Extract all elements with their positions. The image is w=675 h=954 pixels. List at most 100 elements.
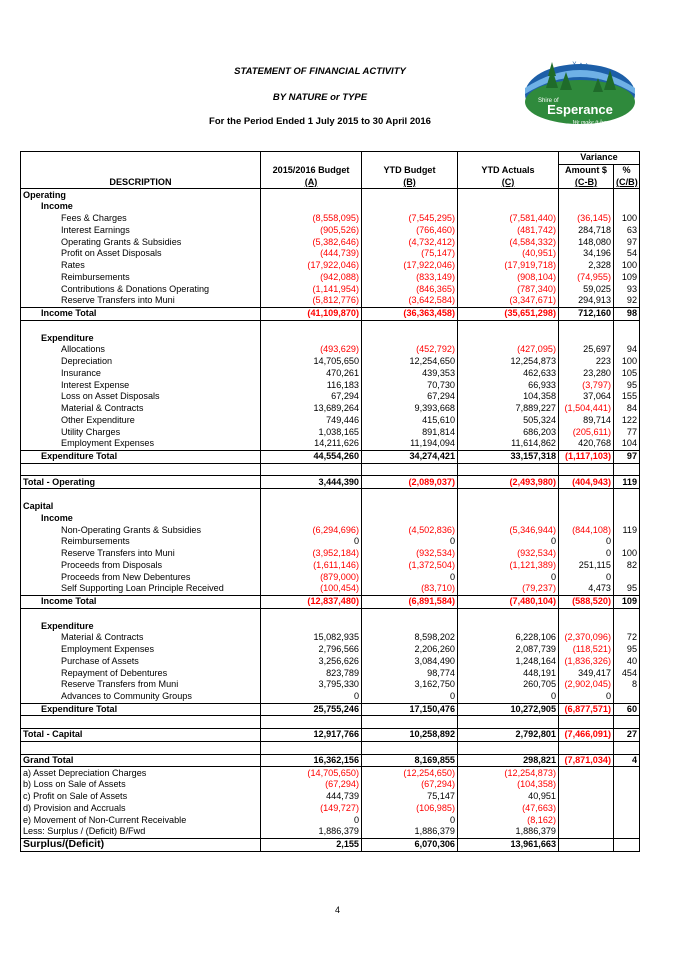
row-label: Expenditure Total: [20, 702, 261, 717]
variance-amount-cell: (1,117,103): [558, 449, 614, 464]
row-label: Interest Expense: [61, 379, 130, 390]
ytd-actuals-cell: (908,104): [457, 271, 559, 284]
budget-cell: (6,294,696): [260, 524, 362, 536]
ytd-budget-cell: 3,162,750: [361, 679, 458, 691]
ytd-actuals-cell: 40,951: [457, 790, 559, 803]
row-label: Repayment of Debentures: [61, 667, 168, 678]
variance-pct-cell: 95: [612, 379, 640, 391]
row-label: Rates: [61, 260, 85, 271]
ytd-actuals-cell: [457, 332, 559, 344]
ytd-budget-cell: [361, 620, 458, 632]
budget-cell: 14,705,650: [260, 355, 362, 368]
ytd-actuals-cell: (8,162): [457, 814, 559, 826]
statement-title: STATEMENT OF FINANCIAL ACTIVITY: [234, 66, 406, 77]
row-label: Total - Capital: [20, 728, 261, 742]
ytd-actuals-cell: 6,228,106: [457, 632, 559, 644]
variance-amount-cell: [558, 620, 614, 632]
ytd-actuals-cell: (79,237): [457, 583, 559, 596]
ytd-budget-cell: (75,147): [361, 248, 458, 260]
budget-cell: (5,382,646): [260, 236, 362, 248]
variance-amount-cell: [558, 766, 614, 779]
variance-pct-cell: [612, 500, 640, 513]
table-row: Surplus/(Deficit) 2,155 6,070,306 13,961,66…: [20, 837, 640, 851]
variance-amount-cell: 284,718: [558, 224, 614, 237]
budget-cell: 116,183: [260, 379, 362, 391]
col-budget-sub: (A): [260, 176, 362, 190]
budget-cell: (100,454): [260, 583, 362, 596]
statement-period: For the Period Ended 1 July 2015 to 30 A…: [209, 116, 431, 127]
ytd-actuals-cell: (2,493,980): [457, 475, 559, 489]
variance-pct-cell: [612, 608, 640, 621]
ytd-budget-cell: 891,814: [361, 426, 458, 438]
budget-cell: (444,739): [260, 248, 362, 260]
budget-cell: [260, 188, 362, 201]
col-budget: 2015/2016 Budget: [260, 164, 362, 177]
ytd-actuals-cell: (35,651,298): [457, 306, 559, 321]
variance-pct-cell: [612, 766, 640, 779]
ytd-budget-cell: (6,891,584): [361, 594, 458, 609]
ytd-actuals-cell: 66,933: [457, 379, 559, 391]
ytd-budget-cell: [361, 188, 458, 201]
variance-pct-cell: [612, 814, 640, 826]
col-ytd-actuals-sub: (C): [457, 176, 559, 190]
row-label: Utility Charges: [61, 426, 121, 437]
variance-amount-cell: 23,280: [558, 367, 614, 380]
table-body: Operating Income Fees & Charges (8,558,095)…: [20, 188, 640, 851]
ytd-actuals-cell: (5,346,944): [457, 524, 559, 536]
ytd-actuals-cell: [457, 320, 559, 333]
table-row: Material & Contracts 15,082,935 8,598,202 6…: [21, 632, 640, 644]
ytd-budget-cell: [361, 512, 458, 525]
budget-cell: [260, 488, 362, 501]
row-label: Material & Contracts: [61, 403, 144, 414]
variance-amount-cell: [558, 201, 614, 213]
logo-tagline: We make it happen!: [572, 120, 619, 126]
ytd-actuals-cell: 13,961,663: [457, 837, 559, 851]
ytd-budget-cell: 17,150,476: [361, 702, 458, 717]
table-row: [21, 715, 640, 729]
table-row: Repayment of Debentures 823,789 98,774 448,…: [21, 667, 640, 679]
ytd-budget-cell: [361, 500, 458, 513]
ytd-budget-cell: [361, 320, 458, 333]
logo-top-text: Shire of: [538, 98, 559, 104]
variance-amount-cell: [558, 837, 614, 851]
ytd-budget-cell: 0: [361, 536, 458, 548]
variance-pct-cell: 84: [612, 402, 640, 415]
row-label: Proceeds from Disposals: [61, 559, 163, 570]
variance-pct-cell: [612, 512, 640, 525]
variance-pct-cell: [612, 741, 640, 754]
budget-cell: (905,526): [260, 224, 362, 237]
table-row: Total - Capital 12,917,766 10,258,892 2,792…: [20, 728, 640, 742]
col-ytd-budget: YTD Budget: [361, 164, 458, 177]
ytd-budget-cell: 0: [361, 690, 458, 703]
variance-amount-cell: [558, 741, 614, 754]
variance-pct-cell: 94: [612, 344, 640, 356]
variance-amount-cell: 223: [558, 355, 614, 368]
variance-pct-cell: [612, 790, 640, 803]
variance-amount-cell: (205,611): [558, 426, 614, 438]
budget-cell: (3,952,184): [260, 547, 362, 560]
ytd-actuals-cell: [457, 201, 559, 213]
ytd-actuals-cell: [457, 500, 559, 513]
ytd-budget-cell: [361, 332, 458, 344]
budget-cell: 823,789: [260, 667, 362, 679]
row-label: Loss on Asset Disposals: [61, 391, 160, 402]
col-amount: Amount $: [558, 164, 614, 177]
row-label: Income Total: [20, 594, 261, 609]
budget-cell: (942,088): [260, 271, 362, 284]
row-label: Total - Operating: [20, 475, 261, 489]
ytd-actuals-cell: 11,614,862: [457, 438, 559, 451]
table-row: Income Total (12,837,480) (6,891,584) (7,48…: [20, 594, 640, 609]
budget-cell: (493,629): [260, 344, 362, 356]
variance-pct-cell: 54: [612, 248, 640, 260]
ytd-budget-cell: (766,460): [361, 224, 458, 237]
table-row: Proceeds from Disposals (1,611,146) (1,372…: [21, 559, 640, 572]
variance-pct-cell: 105: [612, 367, 640, 380]
ytd-budget-cell: 75,147: [361, 790, 458, 803]
ytd-actuals-cell: [457, 463, 559, 476]
ytd-budget-cell: 2,206,260: [361, 643, 458, 656]
row-label: Fees & Charges: [61, 213, 127, 224]
budget-cell: (14,705,650): [260, 766, 362, 779]
budget-cell: 444,739: [260, 790, 362, 803]
row-label: Reimbursements: [61, 271, 130, 282]
table-row: Expenditure Total 25,755,246 17,150,476 10,…: [20, 702, 640, 717]
